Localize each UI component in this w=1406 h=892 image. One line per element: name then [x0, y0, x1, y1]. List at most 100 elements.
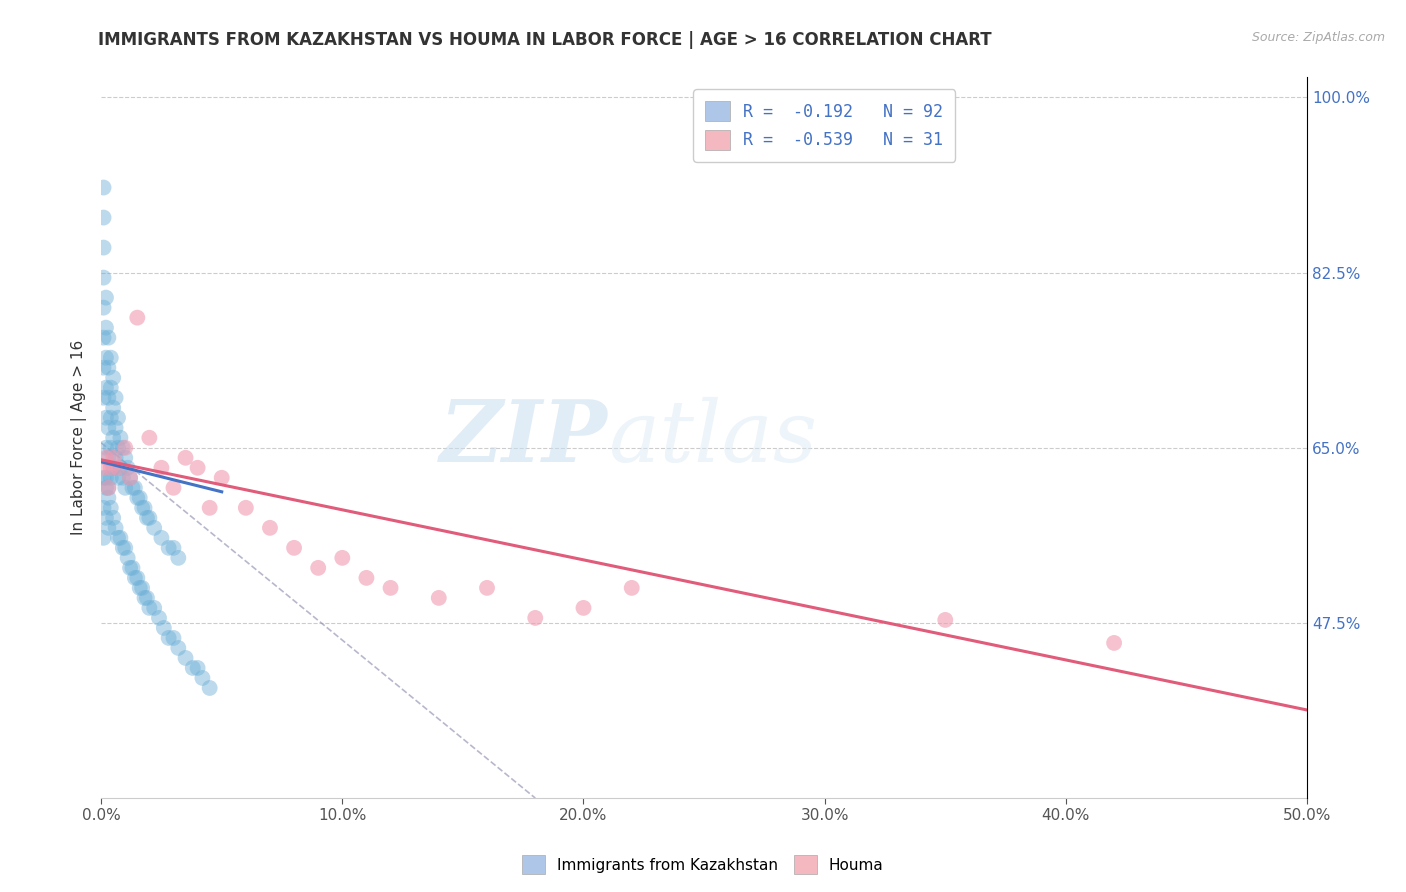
Point: [136, 591, 159, 605]
Point: [103, 450, 125, 465]
Point: [138, 431, 160, 445]
Point: [162, 631, 184, 645]
Point: [181, 661, 204, 675]
Text: IMMIGRANTS FROM KAZAKHSTAN VS HOUMA IN LABOR FORCE | AGE > 16 CORRELATION CHART: IMMIGRANTS FROM KAZAKHSTAN VS HOUMA IN L…: [98, 31, 993, 49]
Point: [94, 320, 117, 334]
Point: [103, 401, 125, 415]
Point: [103, 431, 125, 445]
Point: [128, 491, 150, 505]
Point: [157, 631, 180, 645]
Point: [150, 460, 173, 475]
Point: [110, 431, 132, 445]
Point: [103, 460, 125, 475]
Point: [94, 471, 117, 485]
Point: [162, 541, 184, 555]
Point: [117, 550, 139, 565]
Point: [153, 621, 176, 635]
Legend: R =  -0.192   N = 92, R =  -0.539   N = 31: R = -0.192 N = 92, R = -0.539 N = 31: [693, 89, 955, 161]
Point: [111, 441, 134, 455]
Point: [174, 450, 197, 465]
Point: [104, 450, 127, 465]
Point: [427, 591, 450, 605]
Point: [93, 180, 115, 194]
Point: [97, 331, 120, 345]
Point: [104, 391, 127, 405]
Y-axis label: In Labor Force | Age > 16: In Labor Force | Age > 16: [72, 340, 87, 535]
Point: [100, 500, 122, 515]
Point: [100, 351, 122, 365]
Text: Source: ZipAtlas.com: Source: ZipAtlas.com: [1251, 31, 1385, 45]
Point: [127, 491, 149, 505]
Point: [100, 381, 122, 395]
Point: [111, 471, 134, 485]
Point: [97, 491, 120, 505]
Point: [235, 500, 257, 515]
Point: [167, 550, 190, 565]
Point: [93, 500, 115, 515]
Text: atlas: atlas: [607, 396, 817, 479]
Point: [94, 511, 117, 525]
Legend: Immigrants from Kazakhstan, Houma: Immigrants from Kazakhstan, Houma: [516, 849, 890, 880]
Point: [107, 441, 129, 455]
Point: [120, 471, 142, 485]
Point: [134, 591, 156, 605]
Point: [97, 481, 120, 495]
Point: [127, 571, 149, 585]
Point: [114, 441, 136, 455]
Point: [259, 521, 281, 535]
Point: [136, 511, 159, 525]
Point: [307, 561, 329, 575]
Point: [93, 360, 115, 375]
Point: [150, 531, 173, 545]
Point: [103, 370, 125, 384]
Point: [94, 291, 117, 305]
Point: [93, 331, 115, 345]
Point: [211, 471, 233, 485]
Point: [94, 481, 117, 495]
Point: [120, 471, 142, 485]
Point: [148, 611, 170, 625]
Point: [107, 531, 129, 545]
Point: [100, 471, 122, 485]
Point: [97, 360, 120, 375]
Point: [97, 521, 120, 535]
Point: [117, 460, 139, 475]
Point: [93, 301, 115, 315]
Point: [283, 541, 305, 555]
Point: [107, 410, 129, 425]
Point: [94, 441, 117, 455]
Point: [94, 351, 117, 365]
Point: [121, 481, 143, 495]
Point: [93, 531, 115, 545]
Text: ZIP: ZIP: [440, 396, 607, 480]
Point: [198, 500, 221, 515]
Point: [187, 661, 209, 675]
Point: [110, 531, 132, 545]
Point: [110, 460, 132, 475]
Point: [114, 450, 136, 465]
Point: [97, 391, 120, 405]
Point: [475, 581, 498, 595]
Point: [94, 450, 117, 465]
Point: [120, 561, 142, 575]
Point: [524, 611, 547, 625]
Point: [157, 541, 180, 555]
Point: [107, 460, 129, 475]
Point: [104, 521, 127, 535]
Point: [356, 571, 378, 585]
Point: [111, 541, 134, 555]
Point: [134, 500, 156, 515]
Point: [934, 613, 956, 627]
Point: [94, 381, 117, 395]
Point: [167, 640, 190, 655]
Point: [162, 481, 184, 495]
Point: [138, 601, 160, 615]
Point: [127, 310, 149, 325]
Point: [97, 421, 120, 435]
Point: [1102, 636, 1125, 650]
Point: [174, 651, 197, 665]
Point: [124, 571, 146, 585]
Point: [100, 441, 122, 455]
Point: [93, 460, 115, 475]
Point: [107, 471, 129, 485]
